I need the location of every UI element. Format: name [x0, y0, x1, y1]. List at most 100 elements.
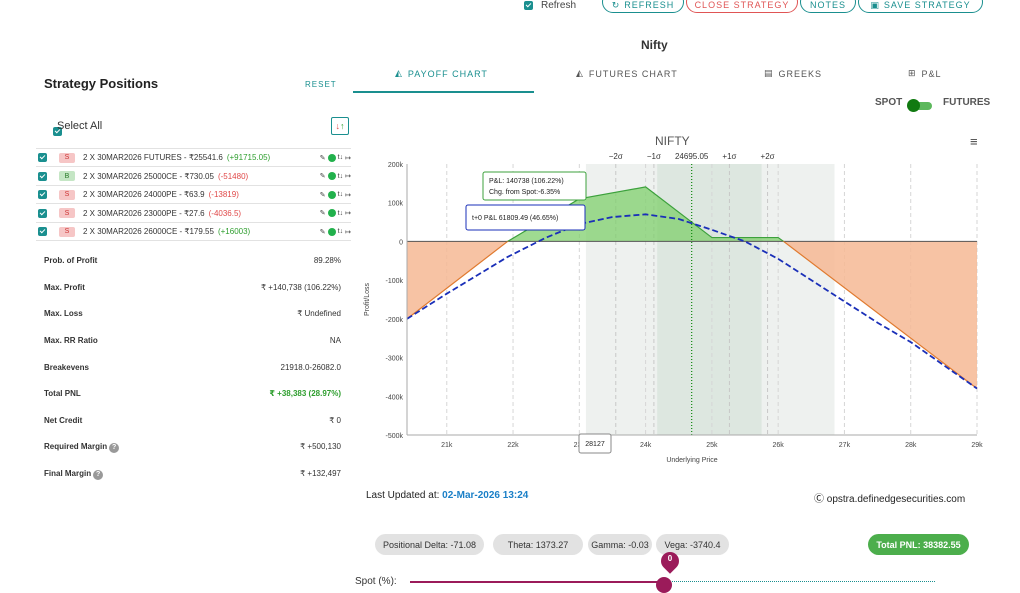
stat-row: Net Credit ₹ 0 [44, 416, 341, 425]
stat-row: Breakevens 21918.0-26082.0 [44, 363, 341, 372]
notes-button[interactable]: NOTES [800, 0, 856, 13]
edit-icon[interactable]: ✎ [319, 154, 326, 162]
stat-row: Max. Profit ₹ +140,738 (106.22%) [44, 283, 341, 292]
toggle-left-label: SPOT [875, 97, 903, 108]
y-tick-label: 100k [388, 201, 404, 208]
position-checkbox[interactable] [38, 227, 47, 236]
select-all-checkbox[interactable] [53, 127, 63, 136]
total-pnl-pill: Total PNL: 38382.55 [868, 534, 969, 555]
refresh-checkbox[interactable] [524, 1, 533, 10]
stat-label: Total PNL [44, 389, 81, 398]
gamma-pill: Gamma: -0.03 [588, 534, 652, 555]
delta-pill: Positional Delta: -71.08 [375, 534, 484, 555]
spot-futures-toggle[interactable] [910, 102, 932, 110]
refresh-icon: ↻ [611, 0, 621, 10]
theta-pill: Theta: 1373.27 [493, 534, 583, 555]
exit-icon[interactable]: ↦ [345, 210, 351, 217]
stat-label: Prob. of Profit [44, 256, 98, 265]
menu-icon[interactable]: ≡ [970, 134, 978, 149]
row-icons[interactable]: t↓ [337, 172, 344, 180]
x-tick-label: 29k [971, 442, 983, 449]
position-checkbox[interactable] [38, 171, 47, 181]
stat-value: ₹ +140,738 (106.22%) [260, 283, 341, 292]
status-dot-icon[interactable] [327, 153, 336, 162]
exit-icon[interactable]: ↦ [345, 191, 351, 199]
help-icon[interactable]: ? [93, 470, 104, 480]
position-pnl: (+91715.05) [226, 153, 271, 162]
toggle-knob[interactable] [907, 99, 920, 112]
payoff-chart: 200k 100k 0 -100k -200k -300k -400k -500k 21k 22k… [364, 152, 983, 464]
position-checkbox[interactable] [38, 153, 47, 162]
refresh-button[interactable]: ↻ REFRESH [602, 0, 684, 13]
status-dot-icon[interactable] [327, 190, 336, 199]
side-badge: S [59, 189, 75, 200]
stat-label: Net Credit [44, 416, 83, 425]
tooltip-t0-box [465, 204, 586, 231]
position-row[interactable]: S 2 X 30MAR2026 24000PE - ₹63.9 (-13819) ✎ t… [36, 186, 351, 204]
reset-button[interactable]: RESET [305, 80, 337, 89]
status-dot-icon[interactable] [327, 227, 336, 236]
position-text: 2 X 30MAR2026 26000CE - ₹179.55 [83, 227, 214, 236]
copyright-icon: Ⓒ [814, 494, 824, 505]
y-tick-label: -400k [385, 394, 403, 401]
edit-icon[interactable]: ✎ [319, 210, 326, 217]
row-icons[interactable]: t↓ [337, 154, 344, 161]
position-pnl: (+16003) [217, 227, 251, 236]
x-tick-label: 27k [839, 442, 851, 449]
stat-label: Max. Loss [44, 309, 83, 318]
tab-payoff-chart[interactable]: ◭ PAYOFF CHART [395, 68, 488, 79]
close-strategy-button[interactable]: CLOSE STRATEGY [686, 0, 798, 13]
row-icons[interactable]: t↓ [337, 191, 344, 198]
x-axis-label: Underlying Price [666, 457, 717, 464]
status-dot-icon[interactable] [327, 209, 336, 217]
save-strategy-button[interactable]: ▣ SAVE STRATEGY [858, 0, 983, 13]
exit-icon[interactable]: ↦ [345, 173, 351, 180]
position-row[interactable]: S 2 X 30MAR2026 26000CE - ₹179.55 (+16003)… [36, 223, 351, 241]
select-all-label: Select All [57, 120, 103, 132]
position-checkbox[interactable] [38, 208, 47, 218]
position-text: 2 X 30MAR2026 24000PE - ₹63.9 [83, 190, 205, 199]
edit-icon[interactable]: ✎ [319, 173, 326, 180]
cursor-label: 28127 [585, 441, 605, 448]
stat-value: ₹ +132,497 [300, 469, 341, 478]
stat-row: Final Margin? ₹ +132,497 [44, 469, 341, 480]
x-tick-label: 28k [905, 442, 917, 449]
sigma-label: −2σ [609, 152, 623, 161]
stat-label: Max. RR Ratio [44, 336, 98, 345]
loss-area [407, 241, 977, 389]
exit-icon[interactable]: ↦ [345, 154, 351, 162]
exit-icon[interactable]: ↦ [345, 228, 351, 236]
table-icon: ▤ [764, 68, 774, 78]
help-icon[interactable]: ? [109, 443, 120, 453]
tab-greeks[interactable]: ▤ GREEKS [764, 68, 823, 79]
position-row[interactable]: S 2 X 30MAR2026 23000PE - ₹27.6 (-4036.5) ✎… [36, 205, 351, 223]
position-text: 2 X 30MAR2026 25000CE - ₹730.05 [83, 171, 214, 181]
stat-value: 21918.0-26082.0 [280, 363, 342, 372]
position-row[interactable]: S 2 X 30MAR2026 FUTURES - ₹25541.6 (+91715… [36, 149, 351, 167]
row-actions: ✎ t↓ ↦ [320, 172, 351, 180]
last-updated: Last Updated at: 02-Mar-2026 13:24 [366, 490, 529, 501]
edit-icon[interactable]: ✎ [319, 191, 326, 199]
edit-icon[interactable]: ✎ [319, 228, 326, 236]
stat-label: Breakevens [44, 363, 89, 372]
row-icons[interactable]: t↓ [337, 228, 344, 235]
row-icons[interactable]: t↓ [337, 209, 344, 217]
position-row[interactable]: B 2 X 30MAR2026 25000CE - ₹730.05 (-51480)… [36, 168, 351, 186]
tab-futures-chart[interactable]: ◭ FUTURES CHART [576, 68, 678, 79]
stat-row: Prob. of Profit 89.28% [44, 256, 341, 265]
spot-slider-handle[interactable] [656, 577, 672, 593]
status-dot-icon[interactable] [327, 172, 336, 180]
sort-icon[interactable]: ↓ ↑ [331, 117, 349, 135]
x-tick-label: 25k [706, 442, 718, 449]
last-updated-value: 02-Mar-2026 13:24 [442, 490, 529, 501]
save-icon: ▣ [870, 0, 880, 10]
refresh-label: Refresh [541, 0, 577, 11]
spot-slider-value: 0 [667, 554, 673, 563]
position-checkbox[interactable] [38, 190, 47, 199]
y-tick-label: -200k [385, 317, 403, 324]
tab-pnl[interactable]: ⊞ P&L [908, 68, 942, 79]
t0-curve [406, 213, 978, 390]
stat-label: Required Margin [44, 442, 108, 451]
stat-value: ₹ +500,130 [300, 442, 341, 451]
spot-slider-track-right [670, 581, 935, 582]
